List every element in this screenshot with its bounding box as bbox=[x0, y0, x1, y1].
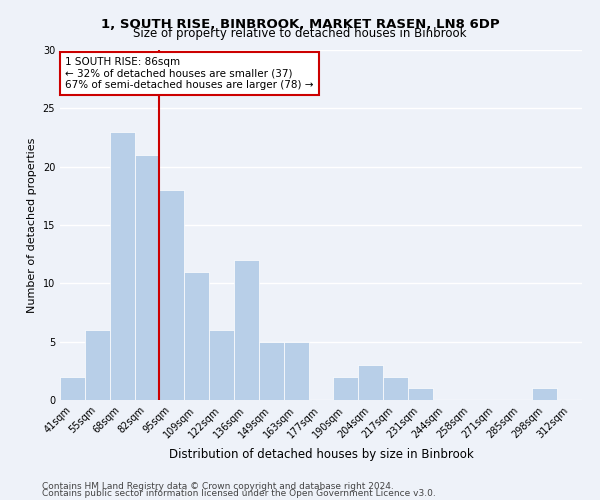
Bar bbox=[209, 330, 234, 400]
Text: 1 SOUTH RISE: 86sqm
← 32% of detached houses are smaller (37)
67% of semi-detach: 1 SOUTH RISE: 86sqm ← 32% of detached ho… bbox=[65, 57, 314, 90]
X-axis label: Distribution of detached houses by size in Binbrook: Distribution of detached houses by size … bbox=[169, 448, 473, 461]
Bar bbox=[60, 376, 85, 400]
Bar bbox=[408, 388, 433, 400]
Text: 1, SOUTH RISE, BINBROOK, MARKET RASEN, LN8 6DP: 1, SOUTH RISE, BINBROOK, MARKET RASEN, L… bbox=[101, 18, 499, 30]
Bar bbox=[184, 272, 209, 400]
Bar bbox=[358, 365, 383, 400]
Bar bbox=[259, 342, 284, 400]
Bar bbox=[284, 342, 308, 400]
Bar bbox=[160, 190, 184, 400]
Text: Contains HM Land Registry data © Crown copyright and database right 2024.: Contains HM Land Registry data © Crown c… bbox=[42, 482, 394, 491]
Text: Contains public sector information licensed under the Open Government Licence v3: Contains public sector information licen… bbox=[42, 489, 436, 498]
Text: Size of property relative to detached houses in Binbrook: Size of property relative to detached ho… bbox=[133, 28, 467, 40]
Bar bbox=[85, 330, 110, 400]
Bar bbox=[234, 260, 259, 400]
Bar bbox=[134, 155, 160, 400]
Bar bbox=[334, 376, 358, 400]
Bar bbox=[110, 132, 134, 400]
Bar bbox=[532, 388, 557, 400]
Y-axis label: Number of detached properties: Number of detached properties bbox=[27, 138, 37, 312]
Bar bbox=[383, 376, 408, 400]
